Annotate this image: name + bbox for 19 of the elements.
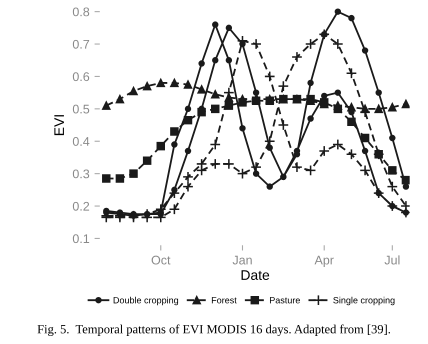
x-tick-label: Jul — [384, 255, 400, 265]
legend-label: Pasture — [270, 297, 300, 304]
caption: Fig. 5. Temporal patterns of EVI MODIS 16 days. Adapted from [39]. — [38, 324, 390, 336]
y-tick-label: 0.6 — [72, 72, 90, 82]
y-tick-label: 0.4 — [72, 137, 90, 146]
y-tick-label: 0.2 — [72, 202, 90, 211]
y-tick-label: 0.1 — [72, 234, 90, 244]
x-tick-label: Jan — [232, 256, 252, 265]
x-tick-label: Apr — [314, 256, 334, 267]
x-tick-label: Oct — [152, 256, 170, 265]
y-tick-label: 0.5 — [72, 104, 90, 114]
legend-label: Forest — [212, 297, 237, 304]
y-tick-label: 0.3 — [72, 169, 90, 178]
legend-label: Single cropping — [333, 296, 395, 306]
y-tick-label: 0.8 — [72, 7, 90, 16]
y-tick-label: 0.7 — [72, 40, 90, 49]
y-axis-title: EVI — [54, 115, 64, 136]
legend-label: Double cropping — [114, 296, 178, 306]
x-axis-title: Date — [242, 270, 270, 280]
